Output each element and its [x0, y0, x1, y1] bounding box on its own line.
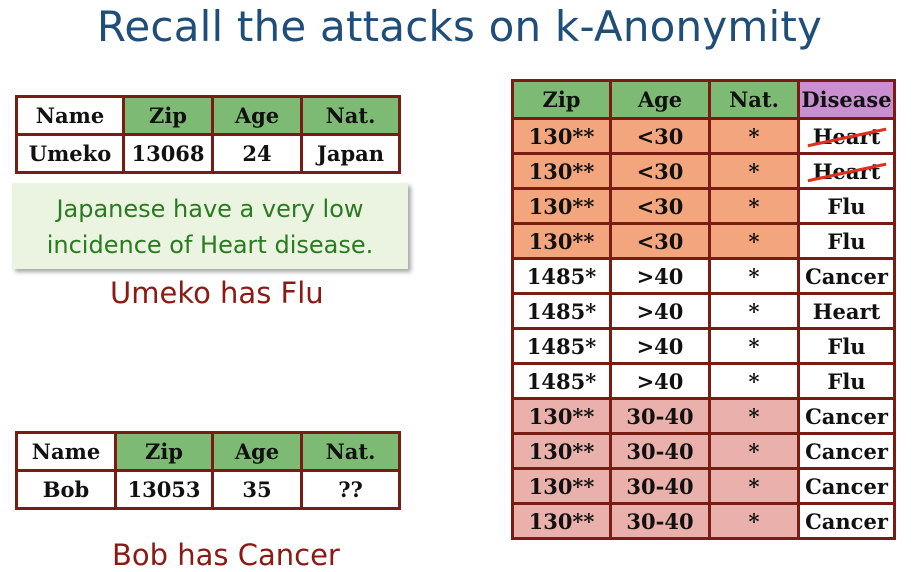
cell-age: >40 — [609, 257, 711, 295]
cell-disease: Flu — [797, 222, 896, 260]
cell-age: <30 — [609, 117, 711, 155]
header-name: Name — [15, 431, 117, 472]
cell-zip: 13068 — [122, 133, 214, 174]
note-line-2: incidence of Heart disease. — [46, 231, 374, 259]
table-row: 1485* >40 * Flu — [511, 327, 896, 365]
cell-age: 24 — [211, 133, 303, 174]
cell-nat: Japan — [300, 133, 401, 174]
cell-zip: 130** — [511, 187, 612, 225]
slide-title: Recall the attacks on k-Anonymity — [96, 2, 823, 51]
cell-disease: Heart — [797, 152, 896, 190]
umeko-result: Umeko has Flu — [110, 276, 324, 310]
struck-disease: Heart — [812, 123, 881, 149]
cell-age: <30 — [609, 187, 711, 225]
header-zip: Zip — [122, 95, 214, 136]
umeko-table: Name Zip Age Nat. Umeko 13068 24 Japan — [15, 95, 401, 174]
table-row: 130** 30-40 * Cancer — [511, 432, 896, 470]
cell-age: <30 — [609, 152, 711, 190]
note-line-1: Japanese have a very low — [56, 195, 364, 223]
cell-age: 35 — [211, 469, 303, 510]
cell-disease: Cancer — [797, 502, 896, 540]
cell-age: >40 — [609, 362, 711, 400]
cell-nat: * — [708, 467, 800, 505]
cell-zip: 1485* — [511, 327, 612, 365]
cell-zip: 130** — [511, 397, 612, 435]
cell-zip: 1485* — [511, 292, 612, 330]
cell-age: >40 — [609, 292, 711, 330]
header-zip: Zip — [511, 79, 612, 120]
table-row: 130** <30 * Flu — [511, 187, 896, 225]
cell-disease: Cancer — [797, 432, 896, 470]
cell-nat: * — [708, 257, 800, 295]
cell-disease: Cancer — [797, 467, 896, 505]
table-row: 1485* >40 * Heart — [511, 292, 896, 330]
cell-nat: * — [708, 292, 800, 330]
table-row: 1485* >40 * Cancer — [511, 257, 896, 295]
cell-nat: * — [708, 222, 800, 260]
table-row: 130** 30-40 * Cancer — [511, 502, 896, 540]
cell-age: 30-40 — [609, 397, 711, 435]
bob-table: Name Zip Age Nat. Bob 13053 35 ?? — [15, 431, 401, 510]
cell-zip: 130** — [511, 502, 612, 540]
cell-nat: * — [708, 152, 800, 190]
header-nat: Nat. — [300, 95, 401, 136]
cell-zip: 130** — [511, 117, 612, 155]
cell-nat: * — [708, 397, 800, 435]
cell-disease: Cancer — [797, 397, 896, 435]
cell-nat: * — [708, 362, 800, 400]
table-row: 130** <30 * Flu — [511, 222, 896, 260]
cell-disease: Heart — [797, 292, 896, 330]
header-name: Name — [15, 95, 125, 136]
header-nat: Nat. — [708, 79, 800, 120]
cell-nat: ?? — [300, 469, 401, 510]
cell-disease: Cancer — [797, 257, 896, 295]
table-row: 1485* >40 * Flu — [511, 362, 896, 400]
bob-result: Bob has Cancer — [112, 538, 340, 572]
cell-nat: * — [708, 327, 800, 365]
cell-zip: 130** — [511, 222, 612, 260]
header-nat: Nat. — [300, 431, 401, 472]
cell-age: >40 — [609, 327, 711, 365]
background-knowledge-note: Japanese have a very low incidence of He… — [12, 183, 408, 269]
cell-nat: * — [708, 432, 800, 470]
header-zip: Zip — [114, 431, 214, 472]
cell-zip: 130** — [511, 432, 612, 470]
header-age: Age — [211, 95, 303, 136]
header-age: Age — [609, 79, 711, 120]
cell-age: 30-40 — [609, 502, 711, 540]
cell-zip: 1485* — [511, 257, 612, 295]
cell-zip: 130** — [511, 467, 612, 505]
anonymized-table: Zip Age Nat. Disease 130** <30 * Heart 1… — [511, 79, 896, 540]
header-disease: Disease — [797, 79, 896, 120]
cell-zip: 130** — [511, 152, 612, 190]
cell-disease: Flu — [797, 187, 896, 225]
cell-age: 30-40 — [609, 432, 711, 470]
table-row: 130** 30-40 * Cancer — [511, 397, 896, 435]
cell-nat: * — [708, 187, 800, 225]
cell-nat: * — [708, 117, 800, 155]
cell-disease: Flu — [797, 327, 896, 365]
table-row: 130** <30 * Heart — [511, 152, 896, 190]
header-age: Age — [211, 431, 303, 472]
cell-age: <30 — [609, 222, 711, 260]
cell-name: Umeko — [15, 133, 125, 174]
cell-disease: Flu — [797, 362, 896, 400]
cell-nat: * — [708, 502, 800, 540]
cell-zip: 13053 — [114, 469, 214, 510]
cell-zip: 1485* — [511, 362, 612, 400]
cell-age: 30-40 — [609, 467, 711, 505]
cell-name: Bob — [15, 469, 117, 510]
struck-disease: Heart — [812, 158, 881, 184]
cell-disease: Heart — [797, 117, 896, 155]
table-row: 130** 30-40 * Cancer — [511, 467, 896, 505]
table-row: 130** <30 * Heart — [511, 117, 896, 155]
